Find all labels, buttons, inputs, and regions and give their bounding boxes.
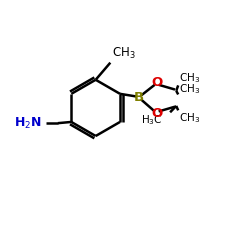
- Text: H$_2$N: H$_2$N: [14, 116, 42, 131]
- Text: CH$_3$: CH$_3$: [179, 72, 201, 86]
- Text: CH$_3$: CH$_3$: [179, 112, 201, 125]
- Text: O: O: [151, 107, 162, 120]
- Text: H$_3$C: H$_3$C: [141, 113, 163, 126]
- Text: O: O: [151, 76, 162, 89]
- Text: CH$_3$: CH$_3$: [112, 46, 136, 62]
- Text: CH$_3$: CH$_3$: [179, 82, 201, 96]
- Text: B: B: [134, 91, 144, 104]
